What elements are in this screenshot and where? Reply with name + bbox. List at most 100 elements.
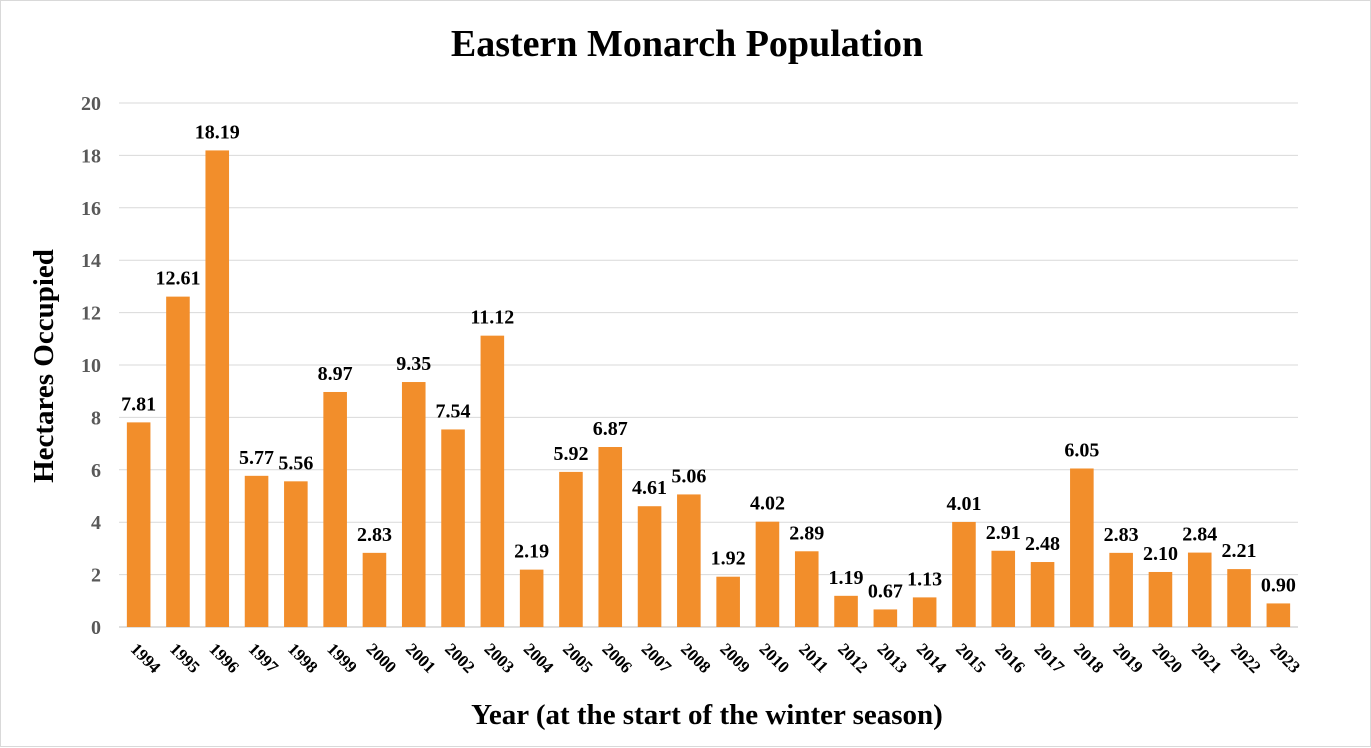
bar — [1109, 552, 1133, 627]
data-label: 7.54 — [436, 400, 471, 422]
data-label: 7.81 — [121, 393, 156, 415]
x-tick-label: 1999 — [323, 639, 360, 676]
y-tick-label: 10 — [81, 355, 101, 377]
x-tick-label: 2008 — [677, 639, 714, 676]
bar — [834, 595, 858, 627]
bar — [1030, 562, 1055, 627]
data-label: 0.67 — [868, 580, 903, 602]
gridlines — [119, 102, 1298, 628]
data-label: 2.48 — [1025, 533, 1060, 555]
bars — [126, 150, 1291, 627]
data-label: 6.87 — [593, 418, 628, 440]
x-tick-label: 2002 — [441, 639, 478, 676]
x-tick-label: 2003 — [481, 639, 518, 676]
data-label: 5.92 — [553, 443, 588, 465]
x-tick-label: 2010 — [756, 639, 793, 676]
data-label: 2.91 — [986, 522, 1021, 544]
bar — [677, 494, 701, 627]
bar — [952, 521, 976, 627]
bar — [794, 551, 819, 627]
bar — [1187, 552, 1212, 627]
x-tick-label: 1994 — [127, 639, 165, 677]
x-tick-label: 2022 — [1227, 639, 1264, 676]
data-label: 1.13 — [907, 568, 942, 590]
bar — [323, 391, 347, 627]
data-label: 9.35 — [396, 353, 431, 375]
data-label: 0.90 — [1261, 574, 1296, 596]
data-label: 2.83 — [357, 524, 392, 546]
data-label: 8.97 — [318, 363, 353, 385]
y-tick-label: 0 — [91, 617, 101, 639]
bar — [244, 475, 269, 627]
bar — [1070, 468, 1094, 627]
data-label: 2.84 — [1182, 524, 1217, 546]
data-label: 2.21 — [1222, 540, 1257, 562]
bar — [912, 597, 937, 627]
x-tick-label: 2016 — [991, 639, 1028, 676]
bar — [991, 550, 1016, 627]
bar — [1148, 571, 1173, 627]
data-label: 5.56 — [278, 452, 313, 474]
x-tick-label: 2019 — [1109, 639, 1146, 676]
data-label: 6.05 — [1064, 439, 1099, 461]
data-label: 4.61 — [632, 477, 667, 499]
data-label: 2.83 — [1104, 524, 1139, 546]
bar — [755, 521, 780, 627]
y-tick-label: 16 — [81, 198, 101, 220]
bar — [166, 296, 190, 627]
x-tick-label: 2021 — [1188, 639, 1225, 676]
data-label: 2.10 — [1143, 543, 1178, 565]
y-tick-label: 18 — [81, 145, 101, 167]
bar — [441, 429, 465, 627]
data-label: 4.02 — [750, 493, 785, 515]
x-tick-label: 2023 — [1267, 639, 1304, 676]
x-tick-label: 2007 — [638, 639, 676, 677]
data-labels: 7.81 12.61 18.19 5.77 5.56 8.97 2.83 9.35 7.54 11… — [121, 121, 1296, 602]
x-tick-label: 2005 — [559, 639, 596, 676]
y-tick-label: 20 — [81, 93, 101, 115]
data-label: 2.19 — [514, 541, 549, 563]
y-tick-label: 12 — [81, 303, 101, 325]
data-label: 5.06 — [671, 465, 706, 487]
x-tick-label: 2013 — [874, 639, 911, 676]
x-tick-label: 2006 — [598, 639, 635, 676]
bar — [716, 576, 740, 627]
x-axis-title: Year (at the start of the winter season) — [471, 699, 943, 731]
data-label: 5.77 — [239, 447, 274, 469]
chart-title: Eastern Monarch Population — [451, 23, 923, 65]
data-label: 4.01 — [946, 493, 981, 515]
bar — [284, 481, 308, 627]
bar — [480, 335, 505, 627]
bar — [205, 150, 230, 627]
x-tick-label: 1997 — [245, 639, 283, 677]
x-axis-ticks: 1994 1995 1996 1997 1998 1999 2000 2001 2002 2003… — [127, 639, 1304, 677]
bar — [1266, 603, 1291, 627]
data-label: 12.61 — [155, 268, 200, 290]
x-tick-label: 1996 — [205, 639, 242, 676]
bar — [1227, 569, 1251, 627]
data-label: 18.19 — [195, 121, 240, 143]
y-tick-label: 8 — [91, 407, 101, 429]
x-tick-label: 2014 — [913, 639, 951, 677]
data-label: 11.12 — [470, 307, 514, 329]
bar — [126, 422, 151, 627]
bar — [637, 506, 662, 627]
x-tick-label: 2001 — [402, 639, 439, 676]
bar — [519, 569, 544, 627]
x-tick-label: 2015 — [952, 639, 989, 676]
y-tick-label: 6 — [91, 460, 101, 482]
data-label: 2.89 — [789, 522, 824, 544]
x-tick-label: 2017 — [1031, 639, 1069, 677]
x-tick-label: 2018 — [1070, 639, 1107, 676]
bar — [362, 552, 387, 627]
y-tick-label: 14 — [81, 250, 101, 272]
x-tick-label: 1995 — [166, 639, 203, 676]
y-axis-ticks: 0 2 4 6 8 10 12 14 16 18 20 — [81, 93, 101, 639]
x-tick-label: 2020 — [1149, 639, 1186, 676]
x-tick-label: 1998 — [284, 639, 321, 676]
x-tick-label: 2004 — [520, 639, 558, 677]
y-tick-label: 4 — [91, 512, 101, 534]
y-tick-label: 2 — [91, 565, 101, 587]
